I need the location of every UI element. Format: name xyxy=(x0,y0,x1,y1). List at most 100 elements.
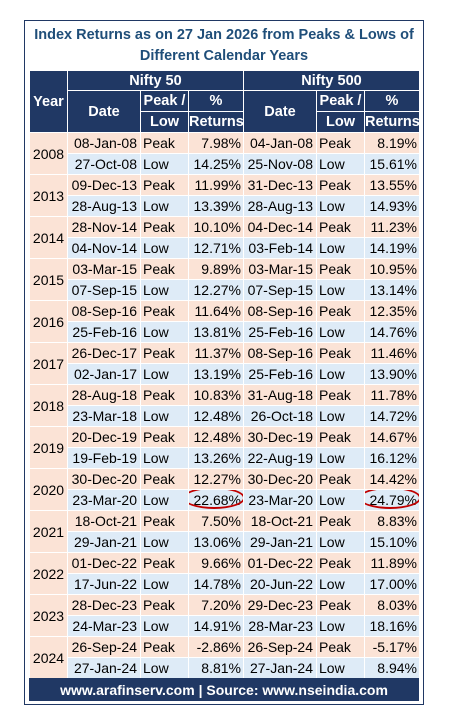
returns-header-bottom: Returns xyxy=(364,111,420,133)
table-body: 2008 08-Jan-08 Peak 7.98% 04-Jan-08 Peak 8.19%… xyxy=(29,132,420,679)
returns-header-top: % xyxy=(364,90,420,112)
year-cell: 2016 xyxy=(29,300,68,343)
nifty500-return-cell: 14.72% xyxy=(364,405,420,427)
nifty500-date-cell: 04-Jan-08 xyxy=(243,132,317,154)
nifty50-return-cell: 13.19% xyxy=(188,363,244,385)
table-row: 2023 28-Dec-23 Peak 7.20% 29-Dec-23 Peak 8.03% xyxy=(29,594,420,637)
nifty500-peak-low-cell: Low xyxy=(316,363,365,385)
nifty500-return-cell: 16.12% xyxy=(364,447,420,469)
table-row: 2014 28-Nov-14 Peak 10.10% 04-Dec-14 Peak 11.2… xyxy=(29,216,420,259)
nifty50-peak-low-cell: Low xyxy=(140,195,189,217)
nifty50-date-cell: 30-Dec-20 xyxy=(67,468,141,490)
nifty50-peak-low-cell: Low xyxy=(140,279,189,301)
nifty50-peak-low-cell: Peak xyxy=(140,468,189,490)
nifty50-return-cell: 11.37% xyxy=(188,342,244,364)
nifty500-return-cell: 15.10% xyxy=(364,531,420,553)
nifty500-date-cell: 07-Sep-15 xyxy=(243,279,317,301)
nifty50-return-cell: 12.27% xyxy=(188,279,244,301)
nifty500-peak-low-cell: Peak xyxy=(316,594,365,616)
nifty50-header: Nifty 50 xyxy=(67,70,244,91)
nifty50-return-cell: 12.27% xyxy=(188,468,244,490)
table-row: 2008 08-Jan-08 Peak 7.98% 04-Jan-08 Peak 8.19% xyxy=(29,132,420,175)
year-cell: 2014 xyxy=(29,216,68,259)
nifty500-peak-low-cell: Low xyxy=(316,237,365,259)
nifty50-peak-low-cell: Low xyxy=(140,447,189,469)
table-row: 2020 30-Dec-20 Peak 12.27% 30-Dec-20 Peak 14.4… xyxy=(29,468,420,511)
returns-header-top: % xyxy=(188,90,244,112)
nifty50-return-cell: 9.66% xyxy=(188,552,244,574)
nifty500-return-cell: 13.90% xyxy=(364,363,420,385)
nifty50-return-cell: -2.86% xyxy=(188,636,244,658)
table-row: 2017 26-Dec-17 Peak 11.37% 08-Sep-16 Peak 11.4… xyxy=(29,342,420,385)
nifty500-date-cell: 01-Dec-22 xyxy=(243,552,317,574)
table-row: 23-Mar-18 Low 12.48% 26-Oct-18 Low 14.72% xyxy=(29,405,420,427)
nifty500-peak-low-cell: Low xyxy=(316,195,365,217)
table-row: 27-Oct-08 Low 14.25% 25-Nov-08 Low 15.61% xyxy=(29,153,420,175)
nifty500-return-cell: 11.89% xyxy=(364,552,420,574)
peak-low-header-top: Peak / xyxy=(140,90,189,112)
nifty500-peak-low-cell: Low xyxy=(316,489,365,511)
peak-low-header-top: Peak / xyxy=(316,90,365,112)
nifty50-return-cell: 10.10% xyxy=(188,216,244,238)
nifty50-peak-low-cell: Peak xyxy=(140,258,189,280)
nifty50-peak-low-cell: Low xyxy=(140,321,189,343)
nifty50-date-cell: 17-Jun-22 xyxy=(67,573,141,595)
year-cell: 2021 xyxy=(29,510,68,553)
nifty500-date-cell: 22-Aug-19 xyxy=(243,447,317,469)
nifty500-return-cell: 18.16% xyxy=(364,615,420,637)
nifty50-return-cell: 7.98% xyxy=(188,132,244,154)
nifty50-return-cell: 8.81% xyxy=(188,657,244,679)
nifty500-date-cell: 27-Jan-24 xyxy=(243,657,317,679)
nifty50-return-cell: 14.25% xyxy=(188,153,244,175)
nifty50-peak-low-cell: Peak xyxy=(140,342,189,364)
title-line-1: Index Returns as on 27 Jan 2026 from Pea… xyxy=(34,26,414,43)
nifty500-return-cell: 11.23% xyxy=(364,216,420,238)
nifty50-date-cell: 18-Oct-21 xyxy=(67,510,141,532)
nifty50-peak-low-cell: Low xyxy=(140,363,189,385)
nifty500-date-cell: 25-Feb-16 xyxy=(243,321,317,343)
nifty50-peak-low-cell: Peak xyxy=(140,636,189,658)
nifty500-peak-low-cell: Peak xyxy=(316,552,365,574)
nifty50-date-cell: 28-Aug-13 xyxy=(67,195,141,217)
nifty50-return-cell: 14.91% xyxy=(188,615,244,637)
nifty50-date-cell: 02-Jan-17 xyxy=(67,363,141,385)
table-row: 2024 26-Sep-24 Peak -2.86% 26-Sep-24 Peak -5.1… xyxy=(29,636,420,679)
table-row: 27-Jan-24 Low 8.81% 27-Jan-24 Low 8.94% xyxy=(29,657,420,679)
nifty500-return-cell: 14.67% xyxy=(364,426,420,448)
nifty500-return-cell: 14.76% xyxy=(364,321,420,343)
nifty500-date-cell: 25-Feb-16 xyxy=(243,363,317,385)
nifty50-date-cell: 24-Mar-23 xyxy=(67,615,141,637)
nifty50-return-cell: 22.68% xyxy=(188,489,244,511)
nifty50-return-cell: 12.48% xyxy=(188,426,244,448)
nifty50-date-cell: 20-Dec-19 xyxy=(67,426,141,448)
table-row: 2019 20-Dec-19 Peak 12.48% 30-Dec-19 Peak 14.6… xyxy=(29,426,420,469)
nifty50-date-cell: 08-Jan-08 xyxy=(67,132,141,154)
nifty500-date-cell: 30-Dec-19 xyxy=(243,426,317,448)
nifty500-date-cell: 18-Oct-21 xyxy=(243,510,317,532)
year-header: Year xyxy=(29,70,68,133)
nifty50-peak-low-cell: Peak xyxy=(140,552,189,574)
year-cell: 2017 xyxy=(29,342,68,385)
nifty50-peak-low-cell: Peak xyxy=(140,300,189,322)
nifty500-date-cell: 28-Mar-23 xyxy=(243,615,317,637)
title-line-2: Different Calendar Years xyxy=(139,47,309,64)
nifty500-return-cell: 14.93% xyxy=(364,195,420,217)
year-cell: 2023 xyxy=(29,594,68,637)
nifty500-peak-low-cell: Low xyxy=(316,153,365,175)
nifty500-peak-low-cell: Low xyxy=(316,447,365,469)
nifty500-return-cell: 11.78% xyxy=(364,384,420,406)
nifty500-peak-low-cell: Peak xyxy=(316,300,365,322)
nifty50-return-cell: 13.26% xyxy=(188,447,244,469)
date-header: Date xyxy=(243,90,317,133)
table-row: 2016 08-Sep-16 Peak 11.64% 08-Sep-16 Peak 12.3… xyxy=(29,300,420,343)
nifty500-return-cell: 8.19% xyxy=(364,132,420,154)
nifty50-date-cell: 26-Sep-24 xyxy=(67,636,141,658)
nifty50-date-cell: 28-Aug-18 xyxy=(67,384,141,406)
nifty50-peak-low-cell: Low xyxy=(140,153,189,175)
nifty50-date-cell: 26-Dec-17 xyxy=(67,342,141,364)
nifty50-peak-low-cell: Low xyxy=(140,657,189,679)
nifty500-peak-low-cell: Low xyxy=(316,321,365,343)
table-row: 07-Sep-15 Low 12.27% 07-Sep-15 Low 13.14% xyxy=(29,279,420,301)
nifty50-date-cell: 27-Oct-08 xyxy=(67,153,141,175)
nifty500-return-cell: 8.83% xyxy=(364,510,420,532)
